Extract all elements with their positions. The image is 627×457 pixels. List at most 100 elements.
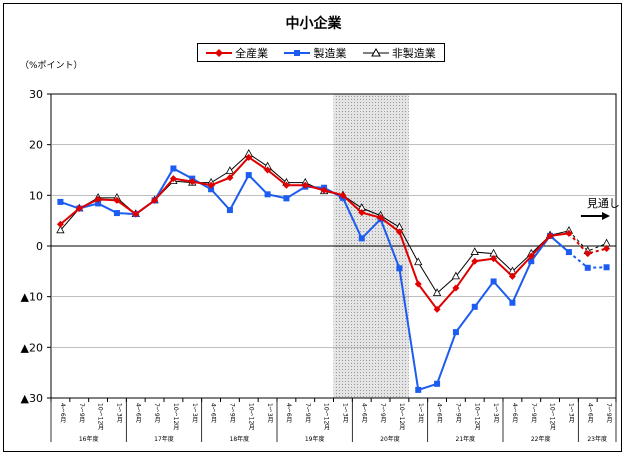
data-point — [508, 272, 516, 280]
x-category-label: 1〜3月 — [191, 403, 198, 424]
x-category-label: 7〜9月 — [228, 403, 235, 424]
x-category-label: 7〜9月 — [153, 403, 160, 424]
data-point — [471, 303, 478, 310]
data-point — [489, 248, 498, 257]
forecast-label: 見通し — [587, 197, 620, 210]
legend-swatch-red-diamond-icon — [206, 48, 233, 57]
data-point — [490, 278, 497, 285]
chart-frame — [3, 3, 622, 452]
data-point — [264, 166, 272, 174]
data-point — [56, 225, 65, 234]
year-group-label: 18年度 — [230, 435, 250, 443]
data-point — [208, 186, 215, 193]
data-point — [225, 166, 235, 174]
data-point — [527, 252, 535, 260]
legend-label: 全産業 — [235, 46, 269, 60]
data-point — [414, 280, 422, 288]
data-point — [95, 200, 102, 207]
data-point — [490, 255, 498, 263]
data-point — [434, 380, 441, 387]
x-category-label: 7〜9月 — [304, 403, 311, 424]
data-point — [264, 191, 271, 198]
legend-item-non-manufacturing: 非製造業 — [362, 45, 436, 61]
data-point — [132, 210, 140, 218]
y-tick-label: 30 — [29, 88, 43, 101]
x-category-label: 7〜9月 — [454, 403, 461, 424]
x-category-label: 4〜6月 — [511, 403, 518, 424]
data-point — [584, 264, 591, 271]
data-point — [546, 232, 554, 240]
data-point — [602, 238, 611, 247]
data-point — [432, 288, 442, 297]
x-category-label: 4〜6月 — [285, 403, 292, 424]
data-point — [170, 165, 177, 172]
data-point — [565, 249, 572, 256]
forecast-arrowhead — [602, 212, 610, 220]
data-point — [452, 329, 459, 336]
data-point — [358, 209, 366, 217]
data-point — [113, 196, 121, 204]
legend-item-manufacturing: 製造業 — [284, 45, 346, 61]
y-tick-label: ▲20 — [21, 341, 43, 354]
legend-label: 非製造業 — [391, 46, 436, 60]
data-point — [151, 196, 159, 204]
x-category-label: 10〜12月 — [97, 403, 104, 432]
legend-label: 製造業 — [313, 46, 347, 60]
data-point — [226, 174, 234, 182]
y-tick-label: 10 — [29, 189, 43, 202]
year-group-label: 19年度 — [305, 435, 325, 443]
data-point — [320, 186, 328, 194]
data-point — [414, 257, 423, 266]
year-group-label: 20年度 — [380, 435, 400, 443]
x-category-label: 10〜12月 — [549, 403, 556, 432]
data-point — [528, 258, 535, 265]
data-point — [188, 178, 196, 186]
chart-title: 中小企業 — [285, 16, 342, 32]
x-category-label: 4〜6月 — [360, 403, 367, 424]
data-point — [245, 153, 253, 161]
y-unit-label: （%ポイント） — [20, 61, 83, 71]
x-category-label: 4〜6月 — [59, 403, 66, 424]
x-category-label: 4〜6月 — [586, 403, 593, 424]
data-point — [396, 265, 403, 272]
data-point — [377, 214, 385, 222]
data-point — [245, 172, 252, 179]
x-category-label: 1〜3月 — [492, 403, 499, 424]
x-category-label: 1〜3月 — [417, 403, 424, 424]
y-tick-label: 0 — [36, 240, 43, 253]
year-group-label: 21年度 — [456, 435, 476, 443]
data-point — [57, 198, 64, 205]
data-point — [451, 271, 461, 280]
legend-swatch-black-triangle-icon — [362, 47, 389, 56]
year-group-label: 16年度 — [79, 435, 99, 443]
x-category-label: 1〜3月 — [567, 403, 574, 424]
data-point — [169, 175, 177, 183]
x-category-label: 10〜12月 — [398, 403, 405, 432]
x-category-label: 4〜6月 — [436, 403, 443, 424]
legend-item-all-industries: 全産業 — [206, 45, 268, 61]
x-category-label: 4〜6月 — [210, 403, 217, 424]
year-group-label: 22年度 — [531, 435, 551, 443]
x-category-label: 1〜3月 — [115, 403, 122, 424]
x-category-label: 4〜6月 — [134, 403, 141, 424]
data-point — [56, 220, 64, 228]
data-point — [565, 229, 573, 237]
y-tick-label: ▲10 — [21, 291, 43, 304]
data-point — [395, 228, 403, 236]
x-category-label: 10〜12月 — [172, 403, 179, 432]
y-tick-label: 20 — [29, 139, 43, 152]
data-point — [452, 284, 460, 292]
data-point — [603, 264, 610, 271]
data-point — [358, 235, 365, 242]
y-tick-label: ▲30 — [21, 392, 43, 405]
year-group-label: 23年度 — [587, 435, 607, 443]
data-point — [301, 181, 309, 189]
data-point — [282, 181, 290, 189]
x-category-label: 1〜3月 — [266, 403, 273, 424]
data-point — [113, 210, 120, 217]
year-group-label: 17年度 — [154, 435, 174, 443]
data-point — [471, 257, 479, 265]
x-category-label: 10〜12月 — [247, 403, 254, 432]
x-category-label: 1〜3月 — [341, 403, 348, 424]
